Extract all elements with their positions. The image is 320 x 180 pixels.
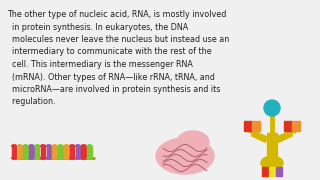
Ellipse shape <box>47 157 51 159</box>
Bar <box>292 121 300 131</box>
Ellipse shape <box>70 157 74 159</box>
Bar <box>82 146 86 158</box>
Ellipse shape <box>70 145 74 147</box>
Bar <box>29 146 34 158</box>
Ellipse shape <box>52 145 57 147</box>
Ellipse shape <box>58 157 63 159</box>
Ellipse shape <box>23 157 28 159</box>
Bar <box>76 146 80 158</box>
Circle shape <box>264 100 280 116</box>
Text: molecules never leave the nucleus but instead use an: molecules never leave the nucleus but in… <box>7 35 229 44</box>
Bar <box>284 121 292 131</box>
Bar <box>70 146 74 158</box>
Bar <box>64 146 68 158</box>
Bar <box>35 146 39 158</box>
Ellipse shape <box>12 157 16 159</box>
Ellipse shape <box>261 156 283 170</box>
Ellipse shape <box>29 145 34 147</box>
Text: microRNA—are involved in protein synthesis and its: microRNA—are involved in protein synthes… <box>7 85 220 94</box>
Bar <box>276 167 282 176</box>
Bar <box>52 146 57 158</box>
Ellipse shape <box>12 145 16 147</box>
Ellipse shape <box>35 145 39 147</box>
Bar <box>23 146 28 158</box>
Bar <box>252 121 260 131</box>
Bar <box>267 133 277 161</box>
Ellipse shape <box>29 157 34 159</box>
Bar <box>58 146 63 158</box>
Bar <box>262 167 268 176</box>
Ellipse shape <box>18 145 22 147</box>
Text: in protein synthesis. In eukaryotes, the DNA: in protein synthesis. In eukaryotes, the… <box>7 22 188 32</box>
Ellipse shape <box>76 157 80 159</box>
Ellipse shape <box>87 145 92 147</box>
Bar <box>12 146 16 158</box>
Ellipse shape <box>47 145 51 147</box>
Ellipse shape <box>18 157 22 159</box>
Ellipse shape <box>82 145 86 147</box>
Ellipse shape <box>64 145 68 147</box>
Bar <box>41 146 45 158</box>
Ellipse shape <box>82 157 86 159</box>
Ellipse shape <box>64 157 68 159</box>
Text: (mRNA). Other types of RNA—like rRNA, tRNA, and: (mRNA). Other types of RNA—like rRNA, tR… <box>7 73 215 82</box>
Ellipse shape <box>177 131 209 153</box>
Bar <box>269 167 275 176</box>
Bar <box>244 121 252 131</box>
Ellipse shape <box>76 145 80 147</box>
Text: cell. This intermediary is the messenger RNA: cell. This intermediary is the messenger… <box>7 60 193 69</box>
Ellipse shape <box>87 157 92 159</box>
Ellipse shape <box>35 157 39 159</box>
Bar <box>47 146 51 158</box>
Text: The other type of nucleic acid, RNA, is mostly involved: The other type of nucleic acid, RNA, is … <box>7 10 226 19</box>
Ellipse shape <box>41 145 45 147</box>
Bar <box>18 146 22 158</box>
Ellipse shape <box>23 145 28 147</box>
Text: regulation.: regulation. <box>7 98 55 107</box>
Bar <box>87 146 92 158</box>
Ellipse shape <box>41 157 45 159</box>
Ellipse shape <box>156 138 214 174</box>
Ellipse shape <box>58 145 63 147</box>
Text: intermediary to communicate with the rest of the: intermediary to communicate with the res… <box>7 48 212 57</box>
Ellipse shape <box>52 157 57 159</box>
